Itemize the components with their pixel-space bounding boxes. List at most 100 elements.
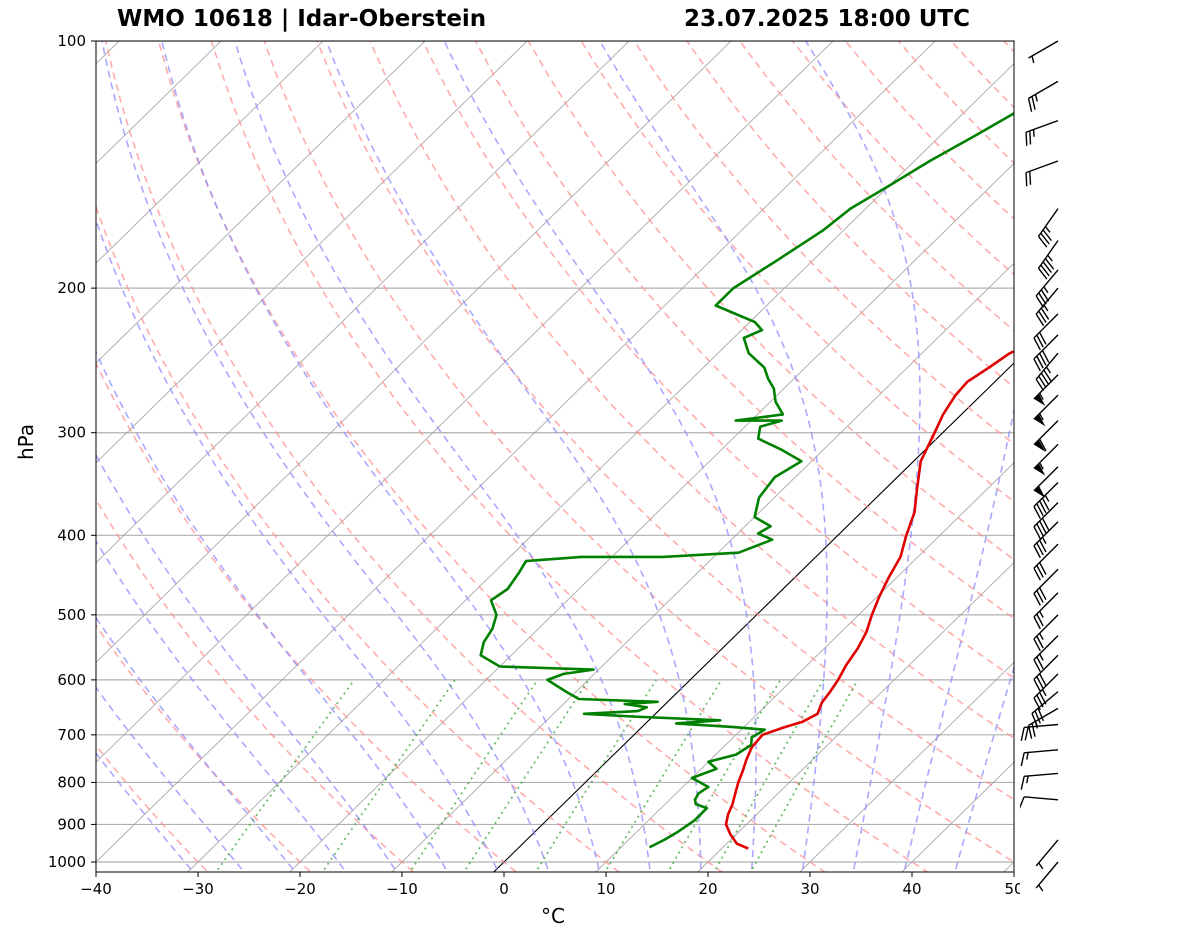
x-tick-label: −20 [284, 880, 316, 898]
moist-adiabat [96, 217, 498, 870]
moist-adiabat [96, 453, 396, 870]
dry-adiabat [1003, 41, 1014, 53]
wind-barb [1035, 861, 1059, 892]
y-tick-label: 200 [57, 279, 86, 297]
wind-barb [1035, 287, 1059, 326]
y-tick-label: 600 [57, 671, 86, 689]
wind-barb [1037, 208, 1059, 248]
x-tick-label: 0 [499, 880, 509, 898]
isotherm [96, 41, 630, 564]
y-tick-label: 700 [57, 726, 86, 744]
wind-barb [1031, 691, 1059, 727]
dry-adiabat [104, 41, 724, 872]
x-tick-label: 20 [698, 880, 717, 898]
wind-barb [1025, 119, 1059, 146]
isotherm [96, 41, 936, 863]
moist-adiabat [161, 41, 600, 870]
wind-barb [1020, 723, 1059, 741]
wind-barb [1027, 707, 1059, 739]
plot-frame [95, 40, 1015, 873]
moist-adiabat [805, 41, 921, 870]
moist-adiabat [955, 664, 1014, 870]
wind-barb [1033, 334, 1059, 372]
wind-barb-column [1020, 40, 1059, 892]
y-tick-label: 400 [57, 526, 86, 544]
mixing-ratio-line [321, 679, 456, 872]
dry-adiabat [96, 744, 209, 872]
skewt-plot: −40 −30 −20 −10 0 10 20 30 40 50 1000 900 800 700 600 5… [48, 32, 1020, 898]
dry-adiabat [686, 41, 1014, 389]
isotherm [799, 661, 1014, 872]
wind-barb [1033, 313, 1059, 351]
wind-barb [1035, 352, 1059, 392]
chart-title-datetime: 23.07.2025 18:00 UTC [684, 6, 970, 32]
dry-adiabat [157, 41, 827, 872]
wind-barb [1027, 80, 1059, 112]
mixing-ratio-line [463, 679, 590, 872]
moist-adiabat [96, 539, 345, 870]
wind-barb [1033, 482, 1059, 519]
wind-barb [1033, 502, 1059, 539]
wind-barb [1033, 635, 1059, 672]
y-tick-label: 900 [57, 815, 86, 833]
dry-adiabat [369, 41, 1014, 740]
mixing-ratio-line [604, 679, 723, 872]
y-tick-label: 100 [57, 32, 86, 50]
moist-adiabat [96, 616, 294, 870]
wind-barb [1020, 796, 1059, 810]
isotherm [96, 41, 528, 464]
mixing-ratio-line [749, 679, 859, 872]
wind-barb [1033, 521, 1059, 559]
mixing-ratio-line [666, 679, 782, 872]
x-tick-label: −40 [80, 880, 112, 898]
mixing-ratio-line [534, 679, 657, 872]
dry-adiabat [96, 361, 518, 872]
moist-adiabat [443, 41, 757, 870]
wind-barb [1025, 160, 1059, 187]
wind-barb [1033, 654, 1059, 692]
wind-barb [1033, 543, 1059, 581]
isotherm [96, 41, 324, 264]
x-tick-label: −30 [182, 880, 214, 898]
isotherm [1003, 861, 1014, 872]
moist-adiabat [904, 406, 1014, 870]
mixing-ratio-line [214, 679, 356, 872]
isotherm [289, 162, 1014, 872]
dry-adiabat [844, 41, 1014, 220]
wind-barb [1035, 839, 1059, 870]
wind-barb [1035, 269, 1059, 308]
y-axis-label: hPa [14, 423, 38, 460]
chart-title-station: WMO 10618 | Idar-Oberstein [117, 6, 487, 32]
moist-adiabat [96, 350, 447, 870]
isotherm [187, 62, 1014, 872]
moist-adiabat [96, 751, 192, 870]
zero-isotherm [492, 362, 1014, 872]
x-tick-label: 40 [902, 880, 921, 898]
wind-barb [1033, 394, 1059, 427]
x-tick-label: 50 [1004, 880, 1020, 898]
moist-adiabat [234, 41, 651, 870]
y-tick-label: 1000 [48, 853, 86, 871]
wind-barb [1033, 592, 1059, 630]
dewpoint-profile [479, 111, 1014, 849]
dry-adiabat [263, 41, 1014, 863]
wind-barb [1033, 614, 1059, 652]
dry-adiabat [897, 41, 1014, 165]
wind-barb [1033, 374, 1059, 406]
moist-adiabat [325, 41, 702, 870]
wind-barb [1033, 420, 1059, 452]
isotherm [901, 761, 1014, 872]
mixing-ratio-line [408, 679, 539, 872]
isotherm [391, 262, 1014, 872]
wind-barb [1037, 240, 1059, 280]
wind-barb [1033, 466, 1059, 498]
isotherm [595, 462, 1014, 872]
y-tick-label: 500 [57, 606, 86, 624]
dry-adiabat [210, 41, 929, 872]
isotherm [96, 41, 426, 364]
dry-adiabat [96, 498, 415, 872]
y-tick-label: 800 [57, 773, 86, 791]
mixing-ratio-line [713, 679, 825, 872]
dry-adiabat [633, 41, 1014, 446]
x-tick-label: −10 [386, 880, 418, 898]
